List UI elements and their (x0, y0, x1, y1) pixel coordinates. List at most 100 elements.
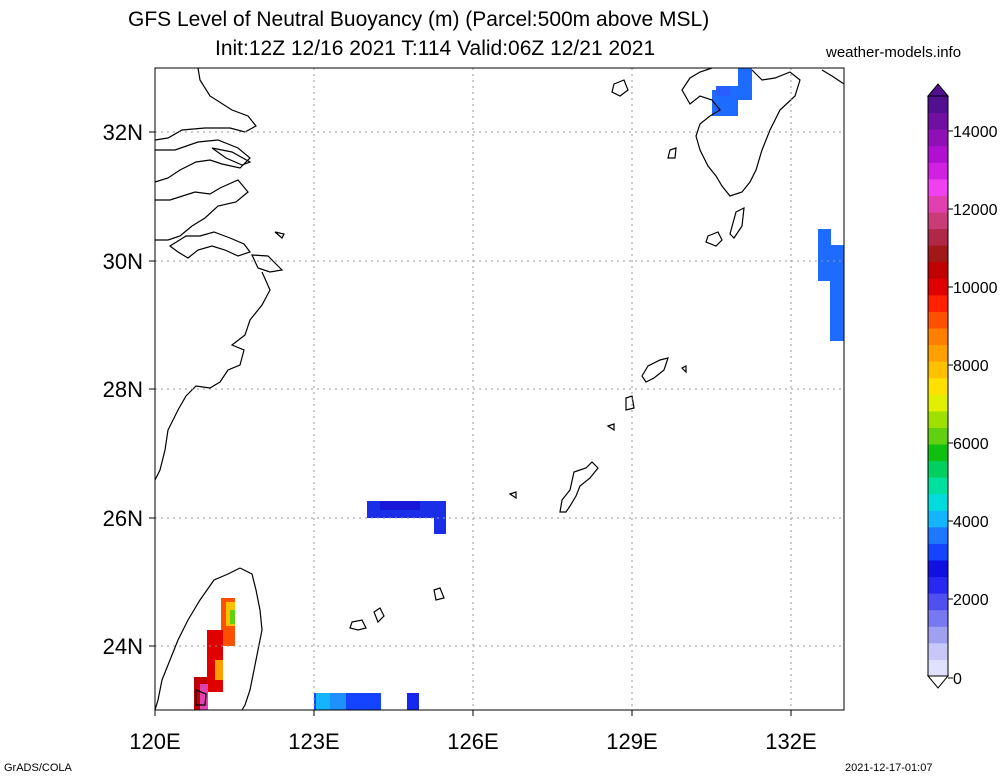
map-title-line1: GFS Level of Neutral Buoyancy (m) (Parce… (128, 8, 710, 31)
coastline-island-2 (251, 254, 284, 273)
colorbar-label: 6000 (953, 436, 989, 453)
colorbar-label: 0 (953, 671, 962, 688)
shade-cell (330, 693, 346, 710)
shade-cell (738, 68, 752, 86)
coastline-china-north (154, 67, 257, 141)
buoyancy-shading (194, 68, 844, 710)
coastline-yangtze (154, 139, 251, 183)
coastline-tanegashima (729, 206, 745, 239)
coastline-miyako (433, 587, 445, 601)
shade-cell (407, 693, 419, 710)
colorbar-segment (928, 576, 948, 594)
colorbar-segment (928, 526, 948, 544)
coastline-kyushu (681, 67, 801, 197)
coastline-zhoushan (168, 231, 251, 259)
colorbar-segment (928, 659, 948, 677)
shade-cell (380, 501, 420, 510)
colorbar-label: 12000 (953, 202, 998, 219)
lat-label: 24N (103, 634, 143, 659)
axis-ticks (149, 131, 792, 716)
colorbar-segment (928, 195, 948, 213)
coastline-goto (611, 79, 629, 97)
lat-label: 26N (103, 506, 143, 531)
colorbar-segment (928, 377, 948, 395)
colorbar-segment (928, 493, 948, 511)
coastline-koshiki (667, 147, 677, 159)
shade-cell (230, 610, 235, 624)
colorbar-segment (928, 129, 948, 147)
axis-labels: 120E 123E 126E 129E 132E 32N 30N 28N 26N… (103, 120, 817, 754)
shade-cell (316, 693, 330, 710)
coastline-hangzhou (155, 179, 249, 241)
lon-label: 123E (288, 729, 339, 754)
map-title-line2: Init:12Z 12/16 2021 T:114 Valid:06Z 12/2… (215, 37, 656, 60)
colorbar-segment (928, 460, 948, 478)
colorbar-segment (928, 145, 948, 163)
colorbar-segment (928, 328, 948, 346)
coastline-yakushima (705, 231, 723, 247)
coastline-fujian (154, 271, 271, 481)
colorbar-segment (928, 361, 948, 379)
colorbar-segment (928, 344, 948, 362)
coastline-amami (641, 357, 669, 383)
colorbar-segment (928, 427, 948, 445)
shade-cell (716, 86, 730, 96)
coastline-island-3 (274, 231, 285, 239)
colorbar-segment (928, 112, 948, 130)
colorbar-segment (928, 178, 948, 196)
coastline-kikai (680, 365, 687, 374)
colorbar-segment (928, 294, 948, 312)
lon-label: 126E (447, 729, 498, 754)
colorbar-label: 4000 (953, 514, 989, 531)
lat-label: 32N (103, 120, 143, 145)
colorbar-segment (928, 510, 948, 528)
colorbar-label: 14000 (953, 124, 998, 141)
shade-cell (200, 684, 208, 710)
colorbar-segment (928, 245, 948, 263)
colorbar-segment (928, 410, 948, 428)
colorbar-label: 8000 (953, 358, 989, 375)
colorbar-label: 2000 (953, 592, 989, 609)
coastline-island (211, 147, 252, 166)
coastlines (154, 67, 845, 711)
shade-cell (215, 660, 223, 680)
colorbar-segment (928, 212, 948, 230)
footer-timestamp: 2021-12-17-01:07 (845, 762, 933, 774)
coastline-okinawa (559, 461, 599, 513)
lon-label: 120E (129, 729, 180, 754)
colorbar-segment (928, 477, 948, 495)
site-credit: weather-models.info (826, 44, 962, 61)
graticule (155, 68, 844, 710)
coastline-kume (508, 491, 517, 500)
lon-label: 129E (606, 729, 657, 754)
colorbar-segment (928, 394, 948, 412)
colorbar-segment (928, 278, 948, 296)
colorbar-arrow-bottom (926, 675, 950, 689)
colorbar-segment (928, 444, 948, 462)
colorbar-labels: 14000 12000 10000 8000 6000 4000 2000 0 (953, 124, 998, 688)
colorbar-arrow-top (926, 83, 950, 97)
coastline-tokunoshima (625, 395, 635, 411)
coastline-iriomote (373, 607, 385, 624)
colorbar-segment (928, 593, 948, 611)
colorbar (926, 83, 953, 689)
coastline-penghu (195, 689, 207, 706)
footer-software: GrADS/COLA (4, 762, 72, 774)
colorbar-segment (928, 261, 948, 279)
shade-cell (434, 515, 446, 534)
colorbar-segment (928, 311, 948, 329)
lat-label: 30N (103, 249, 143, 274)
lat-label: 28N (103, 377, 143, 402)
shade-cell (818, 229, 831, 281)
coastline-okinoerabu (606, 423, 615, 432)
shade-cell (830, 245, 844, 341)
coastline-shikoku (821, 69, 845, 85)
coastline-taiwan-west (154, 567, 241, 711)
coastline-ishigaki (349, 619, 367, 631)
colorbar-segment (928, 96, 948, 114)
colorbar-segment (928, 543, 948, 561)
colorbar-frame (927, 95, 949, 677)
coastline-taiwan-east (239, 567, 263, 711)
colorbar-label: 10000 (953, 280, 998, 297)
